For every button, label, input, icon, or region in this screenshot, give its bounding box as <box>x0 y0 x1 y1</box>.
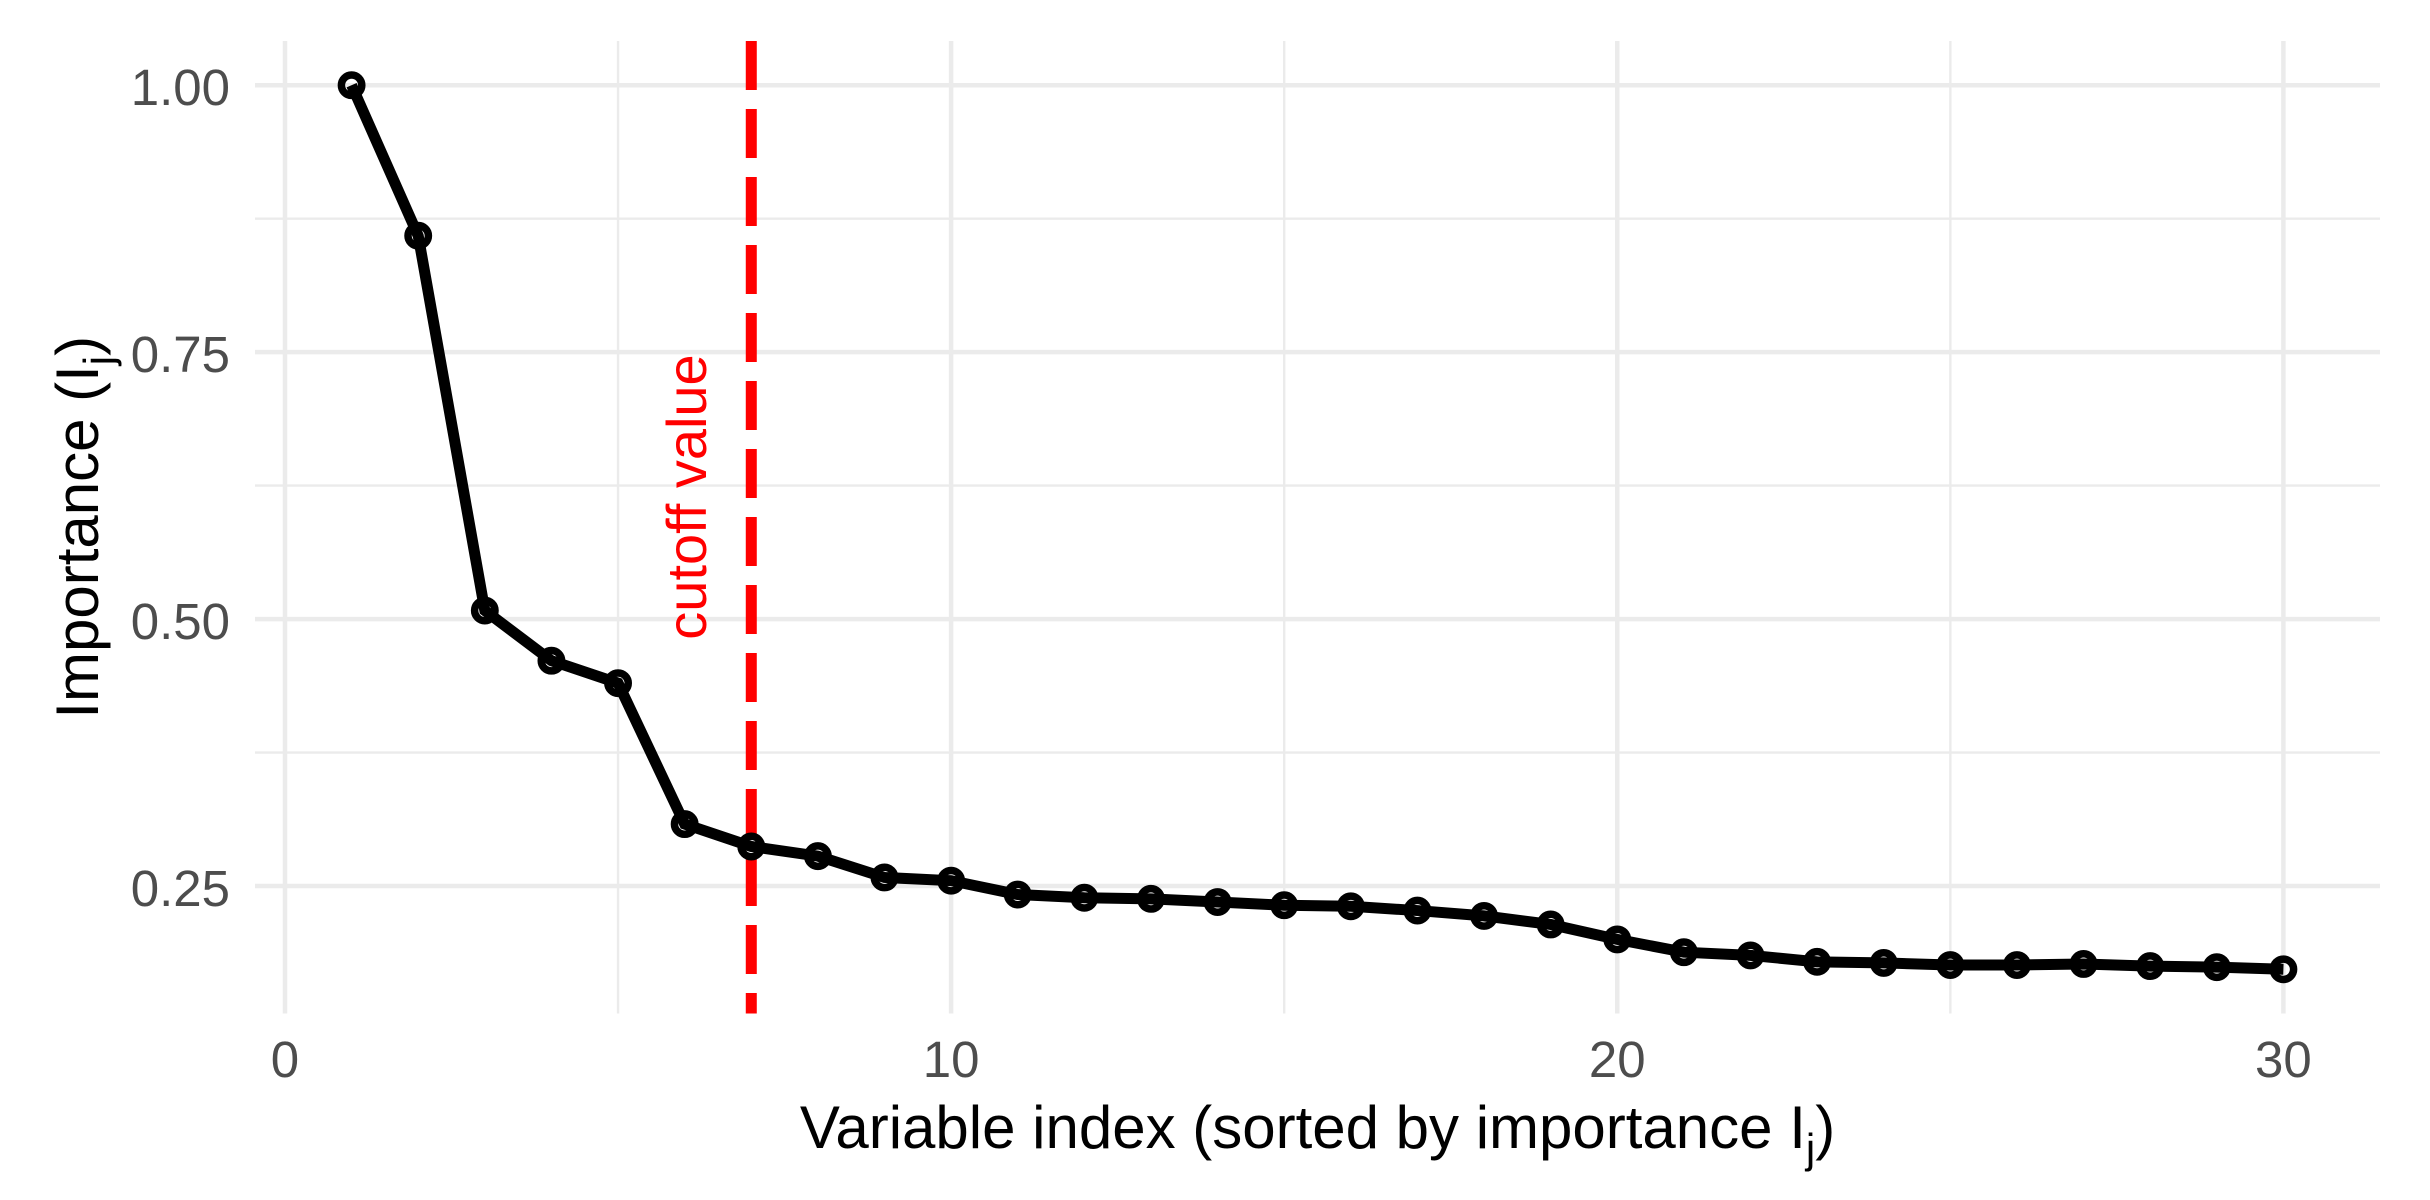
data-point-marker <box>670 810 699 839</box>
data-point-marker <box>1869 948 1898 977</box>
data-point-marker <box>1336 892 1365 921</box>
data-point-marker <box>1669 938 1698 967</box>
y-axis-tick-label: 1.00 <box>131 59 230 116</box>
data-point-marker <box>2202 953 2231 982</box>
data-point-marker <box>1403 896 1432 925</box>
data-point-marker <box>404 221 433 250</box>
data-point-marker <box>1070 883 1099 912</box>
data-point-marker <box>870 863 899 892</box>
data-point-marker <box>737 832 766 861</box>
x-axis-tick-label: 0 <box>271 1031 299 1088</box>
y-axis-tick-label: 0.50 <box>131 593 230 650</box>
y-axis-tick-label: 0.75 <box>131 326 230 383</box>
data-point-marker <box>2069 950 2098 978</box>
y-axis-title-group: Importance (Ij) <box>44 336 122 719</box>
data-point-marker <box>1936 951 1965 979</box>
data-point-marker <box>1270 891 1299 920</box>
data-point-marker <box>1603 925 1632 954</box>
data-point-marker <box>1536 910 1565 939</box>
data-point-marker <box>1137 884 1165 913</box>
data-point-marker <box>1203 888 1232 916</box>
x-axis-tick-label: 20 <box>1589 1031 1646 1088</box>
data-point-marker <box>1470 901 1498 930</box>
data-point-marker <box>1736 941 1765 970</box>
y-axis-title: Importance (Ij) <box>44 336 122 719</box>
x-axis-title-group: Variable index (sorted by importance Ij) <box>800 1094 1835 1172</box>
data-point-marker <box>1003 880 1032 909</box>
data-point-marker <box>2136 952 2165 981</box>
data-point-marker <box>2269 955 2298 984</box>
cutoff-label-group: cutoff value <box>655 354 718 639</box>
data-point-marker <box>937 866 966 895</box>
y-axis-tick-label: 0.25 <box>131 860 230 917</box>
data-point-marker <box>470 596 499 625</box>
data-point-marker <box>803 842 832 871</box>
x-axis-tick-label: 30 <box>2255 1031 2312 1088</box>
x-axis-title: Variable index (sorted by importance Ij) <box>800 1094 1835 1172</box>
data-point-marker <box>337 71 366 100</box>
data-point-marker <box>537 646 566 675</box>
cutoff-label: cutoff value <box>655 354 718 639</box>
data-point-marker <box>2003 951 2031 979</box>
x-axis-tick-label: 10 <box>923 1031 980 1088</box>
data-point-marker <box>1803 947 1832 976</box>
data-point-marker <box>604 669 632 698</box>
